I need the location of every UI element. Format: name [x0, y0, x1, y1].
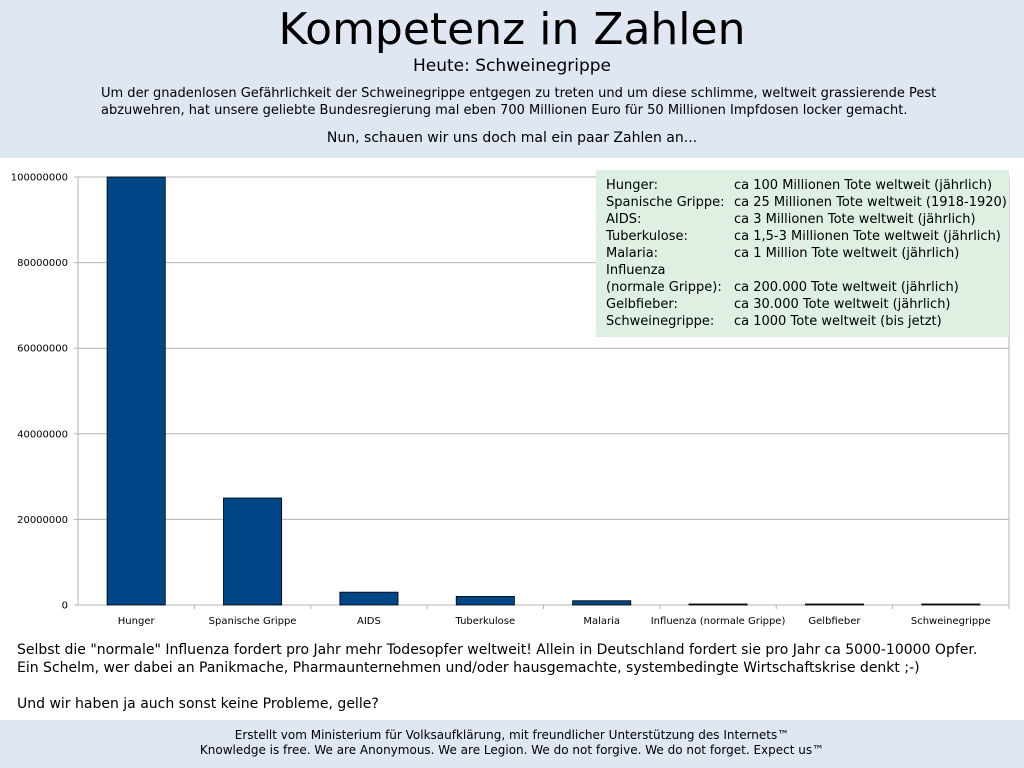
info-label: Schweinegrippe:: [606, 314, 715, 329]
bar: [921, 603, 981, 606]
page-title: Kompetenz in Zahlen: [278, 4, 746, 55]
commentary-line-2: Ein Schelm, wer dabei an Panikmache, Pha…: [17, 660, 920, 676]
info-value: ca 200.000 Tote weltweit (jährlich): [734, 280, 959, 295]
info-label: (normale Grippe):: [606, 280, 722, 295]
x-tick-label: Schweinegrippe: [911, 616, 991, 627]
y-tick-label: 60000000: [17, 344, 68, 355]
bar: [339, 591, 399, 606]
bar: [455, 596, 515, 606]
info-value: ca 25 Millionen Tote weltweit (1918-1920…: [734, 195, 1007, 210]
closing-remark: Und wir haben ja auch sonst keine Proble…: [17, 696, 379, 712]
info-value: ca 1,5-3 Millionen Tote weltweit (jährli…: [734, 229, 1001, 244]
info-value: ca 1000 Tote weltweit (bis jetzt): [734, 314, 942, 329]
info-value: ca 100 Millionen Tote weltweit (jährlich…: [734, 178, 993, 193]
header-banner: Kompetenz in Zahlen Heute: Schweinegripp…: [0, 0, 1024, 158]
bar: [106, 176, 166, 606]
info-label: Malaria:: [606, 246, 659, 261]
y-tick-label: 20000000: [17, 515, 68, 526]
y-tick-label: 40000000: [17, 429, 68, 440]
info-label: Tuberkulose:: [606, 229, 688, 244]
chart-bars: [106, 176, 981, 606]
x-tick-label: Influenza (normale Grippe): [651, 616, 786, 627]
info-label: Hunger:: [606, 178, 658, 193]
footer-credit: Erstellt vom Ministerium für Volksaufklä…: [234, 728, 790, 742]
commentary: Selbst die "normale" Influenza fordert p…: [17, 641, 1017, 713]
bar: [688, 603, 748, 606]
lead-text: Nun, schauen wir uns doch mal ein paar Z…: [326, 130, 698, 146]
x-tick-label: Tuberkulose: [455, 616, 516, 627]
info-value: ca 3 Millionen Tote weltweit (jährlich): [734, 212, 976, 227]
x-tick-label: AIDS: [357, 616, 381, 627]
x-tick-label: Spanische Grippe: [209, 616, 297, 627]
info-label: Spanische Grippe:: [606, 195, 725, 210]
death-toll-legend-box: Hunger: ca 100 Millionen Tote weltweit (j…: [596, 170, 1009, 337]
info-value: ca 30.000 Tote weltweit (jährlich): [734, 297, 951, 312]
y-tick-label: 80000000: [17, 258, 68, 269]
bar: [223, 497, 283, 606]
intro-text: Um der gnadenlosen Gefährlichkeit der Sc…: [101, 86, 937, 118]
info-label: Gelbfieber:: [606, 297, 678, 312]
footer-banner: Erstellt vom Ministerium für Volksaufklä…: [0, 720, 1024, 768]
x-tick-label: Hunger: [118, 616, 156, 627]
chart-labels: 0 20000000 40000000 60000000 80000000 1000000…: [11, 173, 991, 628]
bar-chart: 0 20000000 40000000 60000000 80000000 1000000…: [11, 173, 1010, 628]
info-label: AIDS:: [606, 212, 642, 227]
info-value: ca 1 Million Tote weltweit (jährlich): [734, 246, 960, 261]
page-subtitle: Heute: Schweinegrippe: [412, 56, 612, 76]
footer-slogan: Knowledge is free. We are Anonymous. We …: [199, 743, 825, 757]
y-tick-label: 100000000: [11, 173, 68, 184]
commentary-line-1: Selbst die "normale" Influenza fordert p…: [17, 642, 978, 658]
info-label: Influenza: [606, 263, 666, 278]
x-tick-label: Gelbfieber: [808, 616, 861, 627]
bar: [572, 600, 632, 606]
y-tick-label: 0: [62, 601, 68, 612]
bar: [804, 603, 864, 606]
x-tick-label: Malaria: [583, 616, 620, 627]
